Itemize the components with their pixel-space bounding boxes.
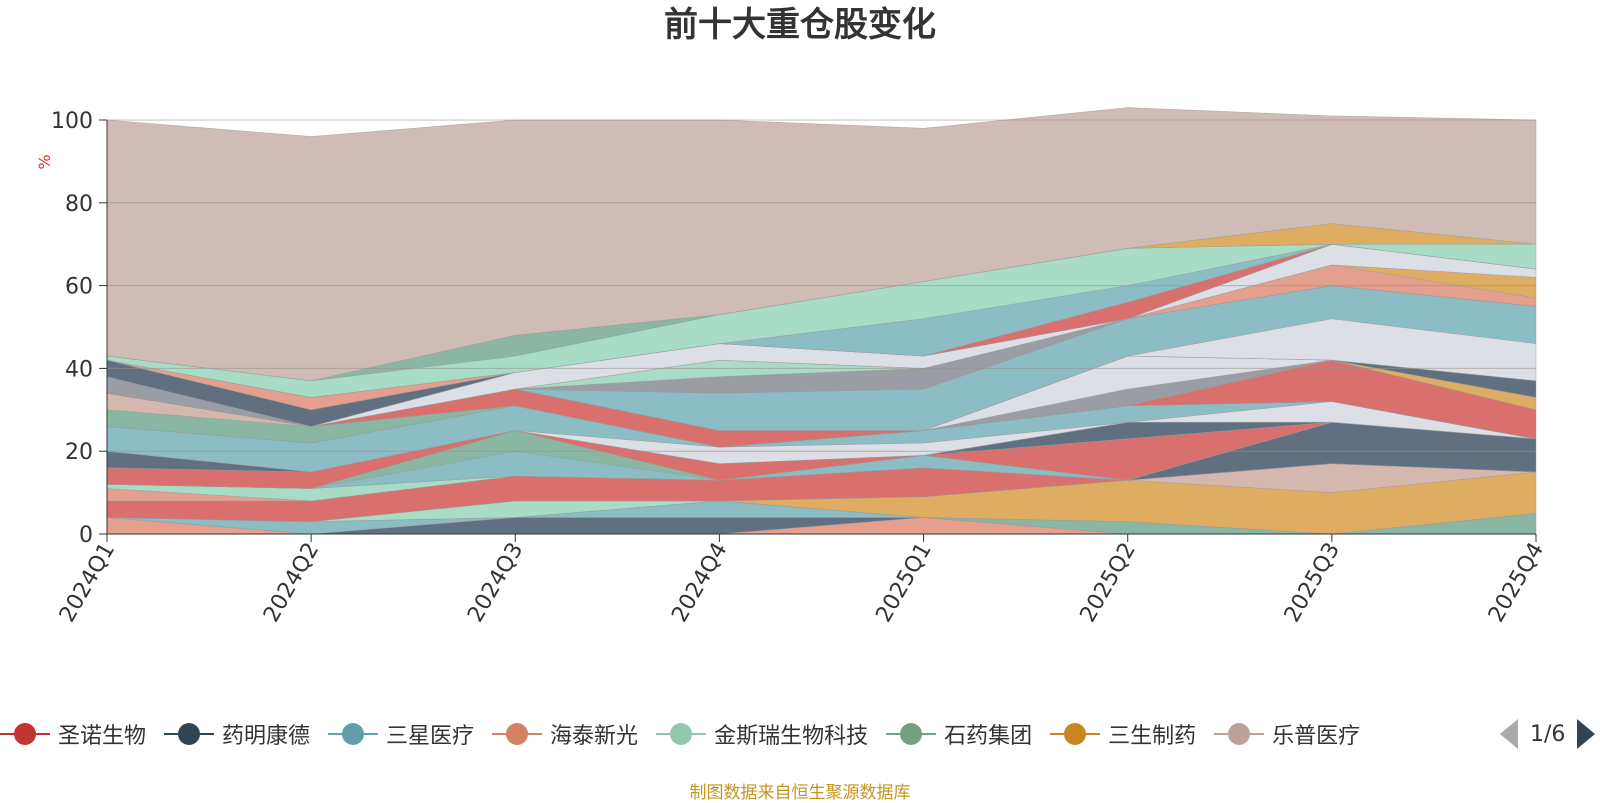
legend-label: 乐普医疗 <box>1272 724 1361 749</box>
legend-label: 石药集团 <box>944 724 1033 749</box>
legend: 圣诺生物 药明康德 三星医疗 海泰新光 金斯瑞生物科技 石药集团 三生制药 乐普医疗 <box>0 716 1378 752</box>
y-axis-label: % <box>35 154 54 169</box>
y-tick-label: 40 <box>65 357 93 382</box>
legend-label: 药明康德 <box>222 724 311 749</box>
legend-marker-icon <box>492 723 543 745</box>
x-tick-label: 2024Q1 <box>55 539 120 627</box>
y-tick-label: 20 <box>65 440 93 465</box>
legend-item[interactable]: 石药集团 <box>886 716 1032 752</box>
y-tick-label: 60 <box>65 275 93 300</box>
legend-prev-page-icon[interactable] <box>1500 719 1518 749</box>
legend-label: 海泰新光 <box>550 724 639 749</box>
legend-pager: 1/6 <box>1500 716 1596 752</box>
x-tick-label: 2025Q1 <box>871 539 936 627</box>
legend-label: 三星医疗 <box>386 724 475 749</box>
x-tick-label: 2025Q3 <box>1280 539 1345 627</box>
x-tick-label: 2024Q4 <box>667 539 732 627</box>
legend-item[interactable]: 三星医疗 <box>328 716 474 752</box>
legend-item[interactable]: 乐普医疗 <box>1214 716 1360 752</box>
legend-label: 三生制药 <box>1108 724 1197 749</box>
legend-item[interactable]: 金斯瑞生物科技 <box>656 716 868 752</box>
y-tick-label: 100 <box>51 109 93 134</box>
legend-marker-icon <box>886 723 937 745</box>
gridlines <box>107 119 1536 452</box>
legend-label: 金斯瑞生物科技 <box>714 724 869 749</box>
legend-item[interactable]: 三生制药 <box>1050 716 1196 752</box>
legend-item[interactable]: 药明康德 <box>164 716 310 752</box>
y-tick-label: 0 <box>79 523 93 548</box>
x-tick-label: 2025Q2 <box>1076 539 1141 627</box>
legend-marker-icon <box>1050 723 1101 745</box>
legend-page-indicator: 1/6 <box>1530 721 1566 747</box>
legend-label: 圣诺生物 <box>58 724 147 749</box>
legend-marker-icon <box>0 723 50 745</box>
x-tick-label: 2024Q2 <box>259 539 324 627</box>
legend-next-page-icon[interactable] <box>1577 719 1596 749</box>
legend-item[interactable]: 海泰新光 <box>492 716 638 752</box>
x-tick-label: 2025Q4 <box>1484 539 1549 627</box>
stacked-areas <box>106 107 1537 535</box>
legend-marker-icon <box>1214 723 1265 745</box>
chart-title: 前十大重仓股变化 <box>664 5 936 45</box>
x-tick-label: 2024Q3 <box>463 539 528 627</box>
y-tick-label: 80 <box>65 192 93 217</box>
legend-marker-icon <box>656 723 707 745</box>
legend-marker-icon <box>164 723 215 745</box>
legend-marker-icon <box>328 723 379 745</box>
source-note: 制图数据来自恒生聚源数据库 <box>689 783 911 803</box>
legend-item[interactable]: 圣诺生物 <box>0 716 146 752</box>
